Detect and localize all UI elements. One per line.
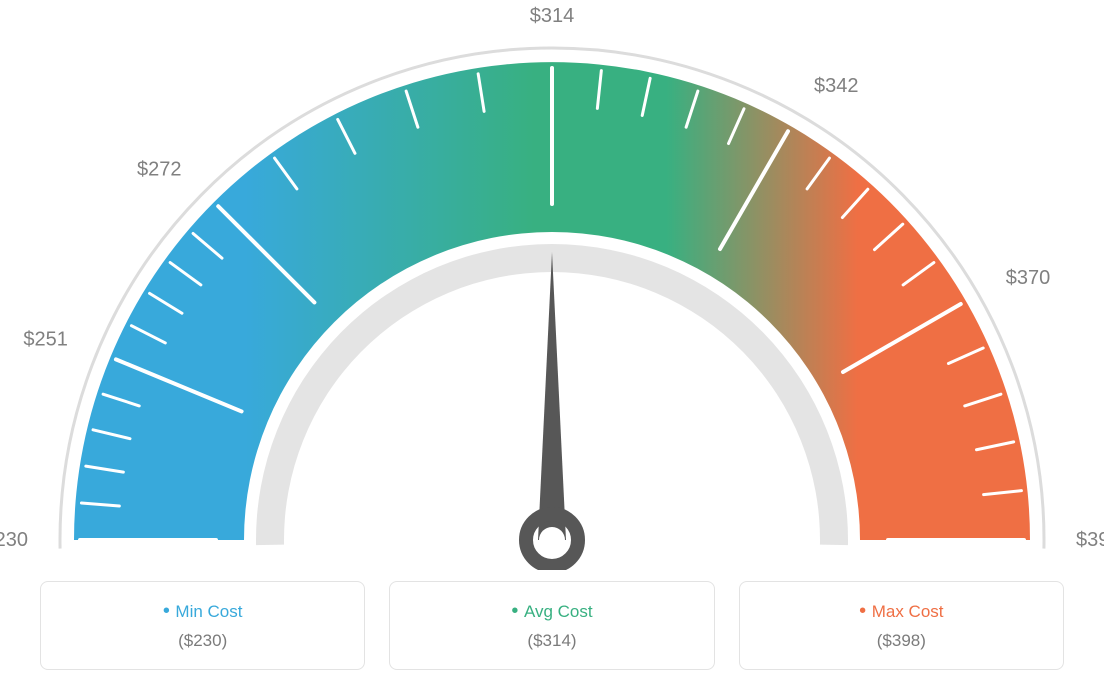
svg-text:$272: $272 <box>137 158 182 180</box>
legend-min-title: Min Cost <box>53 600 352 623</box>
legend-avg-title: Avg Cost <box>402 600 701 623</box>
legend-avg-value: ($314) <box>402 631 701 651</box>
legend-avg: Avg Cost ($314) <box>389 581 714 670</box>
legend-min-value: ($230) <box>53 631 352 651</box>
legend-min: Min Cost ($230) <box>40 581 365 670</box>
svg-text:$251: $251 <box>23 328 68 350</box>
svg-text:$230: $230 <box>0 529 28 551</box>
legend-max-title: Max Cost <box>752 600 1051 623</box>
svg-text:$314: $314 <box>530 5 575 27</box>
svg-text:$342: $342 <box>814 75 859 97</box>
legend-row: Min Cost ($230) Avg Cost ($314) Max Cost… <box>40 581 1064 670</box>
cost-gauge: $230 $251 $272 $314 $342 $370 $398 <box>0 0 1104 570</box>
legend-max: Max Cost ($398) <box>739 581 1064 670</box>
legend-max-value: ($398) <box>752 631 1051 651</box>
svg-text:$398: $398 <box>1076 529 1104 551</box>
svg-text:$370: $370 <box>1006 267 1051 289</box>
